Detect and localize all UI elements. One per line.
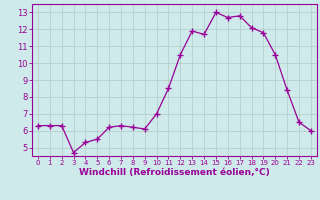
X-axis label: Windchill (Refroidissement éolien,°C): Windchill (Refroidissement éolien,°C)	[79, 168, 270, 177]
